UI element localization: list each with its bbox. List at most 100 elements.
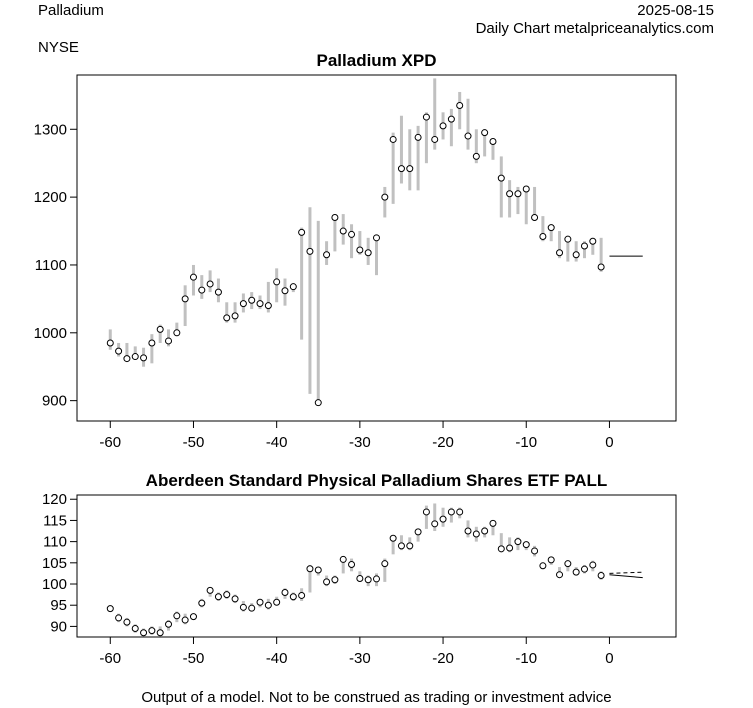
xpd-x-tick-label: -60	[99, 434, 121, 451]
pall-close-point	[248, 604, 256, 612]
pall-close-point	[539, 562, 547, 570]
xpd-close-point	[464, 132, 472, 140]
pall-close-point	[156, 629, 164, 637]
pall-plot-frame	[76, 494, 677, 638]
xpd-close-point	[431, 135, 439, 143]
pall-close-point	[556, 571, 564, 579]
xpd-close-point	[564, 235, 572, 243]
pall-close-point	[131, 625, 139, 633]
xpd-close-point	[123, 355, 131, 363]
pall-close-point	[148, 627, 156, 635]
xpd-close-point	[115, 347, 123, 355]
xpd-close-point	[497, 174, 505, 182]
pall-close-point	[464, 527, 472, 535]
xpd-close-point	[156, 325, 164, 333]
xpd-close-point	[306, 247, 314, 255]
pall-close-point	[580, 565, 588, 573]
pall-close-point	[472, 530, 480, 538]
pall-close-point	[281, 588, 289, 596]
xpd-close-point	[414, 133, 422, 141]
pall-etf-chart: Aberdeen Standard Physical Palladium Sha…	[42, 471, 677, 667]
pall-close-point	[140, 629, 148, 637]
pall-close-point	[564, 560, 572, 568]
xpd-close-point	[198, 286, 206, 294]
xpd-close-point	[539, 232, 547, 240]
xpd-close-point	[572, 251, 580, 259]
disclaimer-footer: Output of a model. Not to be construed a…	[141, 689, 612, 706]
pall-x-tick-label: -50	[183, 650, 205, 667]
xpd-close-point	[489, 137, 497, 145]
pall-close-point	[414, 528, 422, 536]
pall-close-point	[189, 613, 197, 621]
pall-close-point	[264, 601, 272, 609]
pall-y-tick-label: 90	[50, 618, 67, 635]
pall-close-point	[447, 508, 455, 516]
pall-close-point	[381, 560, 389, 568]
xpd-close-point	[298, 228, 306, 236]
pall-y-tick-label: 105	[42, 555, 67, 572]
pall-close-point	[323, 578, 331, 586]
xpd-close-point	[323, 251, 331, 259]
xpd-close-point	[589, 237, 597, 245]
xpd-x-tick-label: -40	[266, 434, 288, 451]
xpd-close-point	[356, 246, 364, 254]
pall-close-point	[239, 603, 247, 611]
xpd-close-point	[348, 230, 356, 238]
xpd-x-tick-label: 0	[605, 434, 613, 451]
xpd-x-tick-label: -30	[349, 434, 371, 451]
xpd-y-tick-label: 1100	[35, 257, 67, 274]
pall-close-point	[165, 620, 173, 628]
pall-close-point	[547, 556, 555, 564]
xpd-close-point	[264, 302, 272, 310]
xpd-close-point	[206, 280, 214, 288]
pall-close-point	[531, 547, 539, 555]
xpd-y-tick-label: 1200	[34, 189, 67, 206]
xpd-plot-frame	[76, 74, 677, 422]
pall-close-point	[456, 508, 464, 516]
xpd-close-point	[339, 227, 347, 235]
exchange-name: NYSE	[38, 39, 79, 56]
pall-close-point	[273, 598, 281, 606]
pall-x-tick-label: -20	[432, 650, 454, 667]
pall-y-tick-label: 120	[42, 491, 67, 508]
xpd-close-point	[331, 213, 339, 221]
xpd-close-point	[173, 329, 181, 337]
xpd-close-point	[140, 354, 148, 362]
pall-close-point	[198, 599, 206, 607]
xpd-close-point	[481, 129, 489, 137]
pall-close-point	[231, 595, 239, 603]
xpd-close-point	[239, 300, 247, 308]
xpd-close-point	[531, 213, 539, 221]
pall-close-point	[514, 538, 522, 546]
xpd-close-point	[181, 295, 189, 303]
xpd-close-point	[556, 249, 564, 257]
xpd-close-point	[406, 165, 414, 173]
pall-close-point	[406, 542, 414, 550]
xpd-close-point	[273, 278, 281, 286]
xpd-close-point	[580, 242, 588, 250]
pall-close-point	[439, 515, 447, 523]
pall-close-point	[106, 605, 114, 613]
xpd-x-tick-label: -10	[515, 434, 537, 451]
pall-close-point	[115, 614, 123, 622]
chart-source: Daily Chart metalpriceanalytics.com	[475, 20, 714, 37]
xpd-close-point	[165, 337, 173, 345]
pall-x-tick-label: 0	[605, 650, 613, 667]
pall-close-point	[339, 555, 347, 563]
xpd-close-point	[364, 249, 372, 257]
pall-close-point	[481, 527, 489, 535]
palladium-xpd-chart: Palladium XPD 900 1000 1100 1200 1300 -60 -50 -4…	[34, 51, 677, 451]
xpd-close-point	[547, 224, 555, 232]
pall-y-tick-label: 95	[50, 597, 67, 614]
pall-x-tick-label: -40	[266, 650, 288, 667]
xpd-close-point	[456, 102, 464, 110]
xpd-close-point	[223, 314, 231, 322]
xpd-close-point	[214, 288, 222, 296]
pall-close-point	[589, 561, 597, 569]
pall-close-point	[214, 593, 222, 601]
pall-close-point	[389, 534, 397, 542]
xpd-close-point	[106, 339, 114, 347]
pall-x-tick-label: -10	[515, 650, 537, 667]
pall-close-point	[289, 593, 297, 601]
